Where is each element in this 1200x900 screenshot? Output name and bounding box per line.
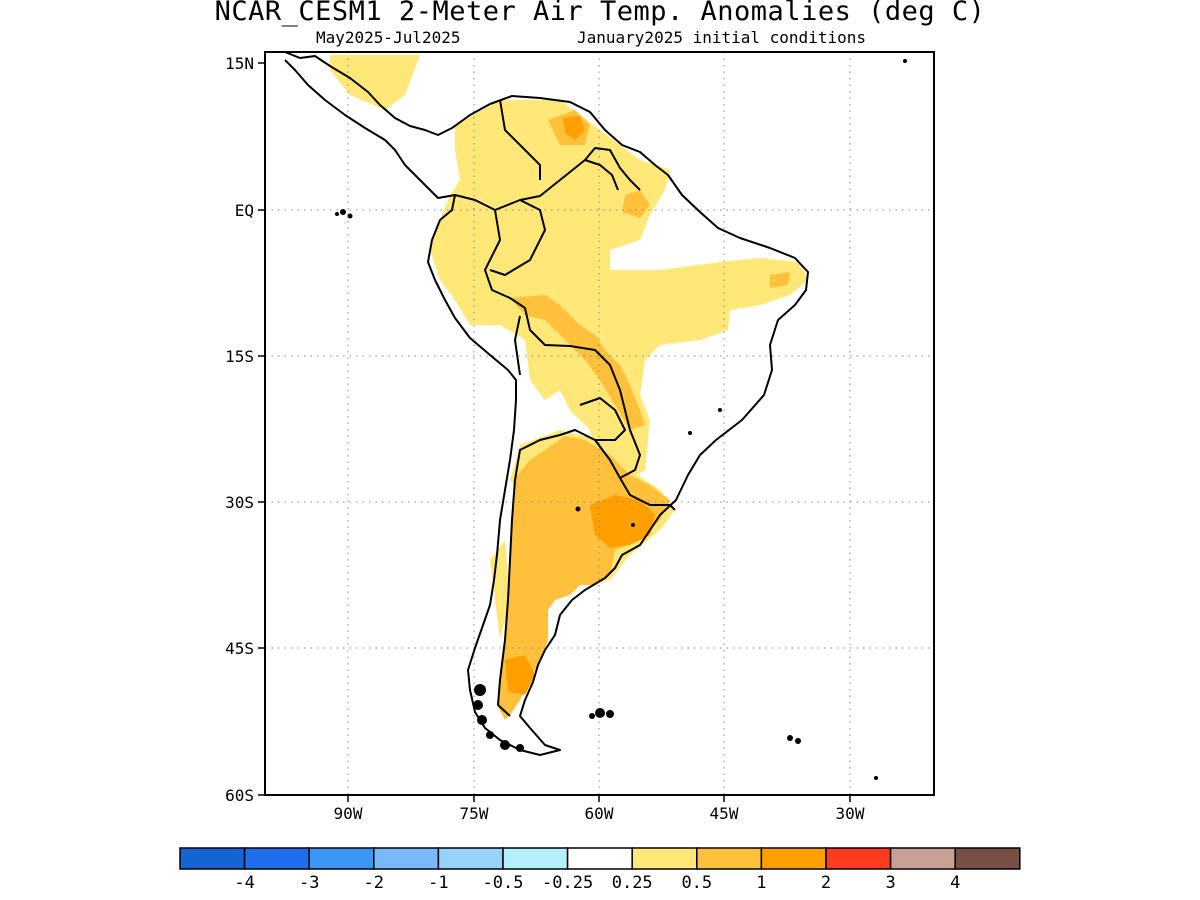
colorbar-swatch: [954, 847, 1021, 870]
lon-label: 45W: [710, 804, 739, 823]
initial-conditions: January2025 initial conditions: [577, 28, 866, 47]
lon-label: 75W: [460, 804, 489, 823]
latitude-labels: 15N EQ 15S 30S 45S 60S: [225, 54, 254, 805]
colorbar-swatch: [696, 847, 763, 870]
coastline: [284, 52, 809, 756]
lat-label: 45S: [225, 639, 254, 658]
lat-label: EQ: [235, 201, 254, 220]
colorbar-label: 1: [756, 873, 766, 893]
colorbar-swatch: [825, 847, 892, 870]
colorbar-label: -1: [428, 873, 448, 893]
colorbar-label: -0.25: [542, 873, 593, 893]
colorbar-label: -4: [234, 873, 254, 893]
colorbar-labels: -4 -3 -2 -1 -0.5 -0.25 0.25 0.5 1 2 3 4: [234, 873, 960, 893]
colorbar-swatch: [631, 847, 698, 870]
lat-label: 60S: [225, 786, 254, 805]
lat-label: 15S: [225, 347, 254, 366]
map-area: [265, 52, 934, 795]
colorbar-label: 0.25: [612, 873, 653, 893]
colorbar-swatch: [437, 847, 504, 870]
colorbar-swatch: [179, 847, 246, 870]
colorbar-label: 3: [885, 873, 895, 893]
lon-label: 90W: [334, 804, 363, 823]
colorbar-swatch: [308, 847, 375, 870]
lon-label: 60W: [585, 804, 614, 823]
colorbar-swatch: [889, 847, 956, 870]
longitude-labels: 90W 75W 60W 45W 30W: [334, 804, 865, 823]
colorbar-swatch: [760, 847, 827, 870]
colorbar-swatch: [373, 847, 440, 870]
map-grid: [265, 52, 934, 795]
forecast-period: May2025-Jul2025: [316, 28, 461, 47]
map-title: NCAR_CESM1 2-Meter Air Temp. Anomalies (…: [214, 0, 986, 27]
lat-label: 15N: [225, 54, 254, 73]
colorbar-label: -0.5: [483, 873, 524, 893]
anomaly-strong-fill: [505, 116, 655, 695]
colorbar-swatch: [566, 847, 633, 870]
lon-label: 30W: [836, 804, 865, 823]
colorbar: [179, 847, 1021, 870]
colorbar-swatch: [502, 847, 569, 870]
colorbar-label: 4: [950, 873, 960, 893]
colorbar-label: 0.5: [681, 873, 712, 893]
lat-label: 30S: [225, 493, 254, 512]
colorbar-label: 2: [821, 873, 831, 893]
colorbar-label: -3: [299, 873, 319, 893]
colorbar-swatch: [243, 847, 310, 870]
axis-ticks: [258, 62, 851, 802]
colorbar-label: -2: [364, 873, 384, 893]
islands: [335, 59, 907, 780]
